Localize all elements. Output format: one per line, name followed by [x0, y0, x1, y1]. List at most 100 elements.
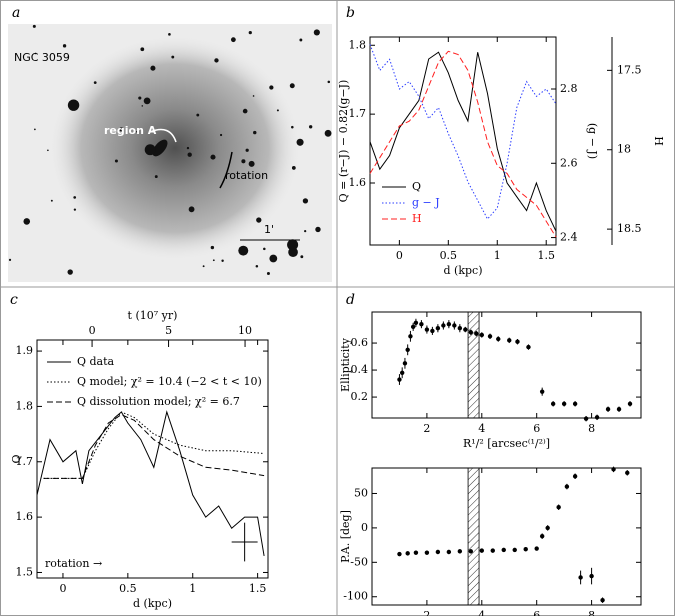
data-point — [627, 401, 633, 407]
x-tick-label: 1.5 — [249, 582, 267, 595]
legend-label: Q model; χ² = 10.4 (−2 < t < 10) — [77, 375, 262, 388]
star — [299, 38, 303, 42]
star — [212, 259, 215, 262]
region-contour — [149, 128, 177, 143]
data-point — [556, 505, 561, 510]
star — [253, 130, 257, 135]
star — [187, 152, 192, 157]
star — [210, 154, 216, 160]
data-point — [468, 549, 474, 554]
panel-label: a — [12, 5, 20, 21]
x2-axis-label: t (10⁷ yr) — [128, 309, 178, 322]
data-point — [526, 344, 531, 350]
star — [73, 208, 77, 211]
data-point — [594, 415, 600, 420]
y-tick-label: 0.6 — [351, 336, 369, 349]
y-tick-label: 1.7 — [349, 107, 367, 120]
x-tick-label: 8 — [588, 609, 595, 616]
star — [252, 95, 255, 97]
star — [186, 146, 190, 150]
data-point — [561, 401, 567, 407]
data-point — [578, 575, 583, 580]
galaxy-image: NGC 3059 region A rotation 1' — [8, 24, 332, 282]
star — [202, 265, 205, 268]
plot-frame — [371, 311, 642, 419]
series-line — [43, 411, 265, 479]
star — [32, 24, 36, 28]
x-tick-label: 6 — [533, 422, 540, 435]
data-point — [490, 548, 495, 553]
star — [73, 196, 77, 199]
data-point — [419, 321, 424, 327]
star — [327, 80, 331, 84]
y-axis-label: P.A. [deg] — [339, 510, 352, 563]
rotation-label: rotation — [225, 169, 268, 182]
star — [308, 125, 313, 129]
star — [67, 269, 73, 275]
data-point — [424, 550, 430, 555]
star — [114, 159, 118, 163]
star — [304, 229, 307, 233]
star — [50, 199, 53, 202]
x-tick-label: 0.5 — [119, 582, 137, 595]
x-tick-label: 1 — [189, 582, 196, 595]
data-point — [583, 416, 589, 421]
data-point — [625, 470, 630, 476]
data-point — [410, 324, 416, 330]
data-point — [413, 320, 419, 326]
y-tick-label: -100 — [343, 590, 368, 603]
data-point — [539, 533, 545, 539]
data-point — [550, 401, 556, 407]
y-tick-label: 1.9 — [16, 344, 34, 357]
star — [287, 239, 299, 251]
data-point — [605, 407, 611, 412]
star — [238, 245, 249, 256]
data-point — [446, 321, 452, 327]
plot-frame — [36, 339, 269, 579]
data-point — [589, 573, 594, 579]
data-point — [446, 549, 452, 555]
y3-axis-label: H — [652, 136, 665, 146]
x-axis-label: d (kpc) — [133, 597, 172, 610]
data-point — [539, 389, 545, 394]
x-tick-label: 0 — [396, 249, 403, 262]
y-tick-label: 0.4 — [351, 363, 369, 376]
data-point — [441, 323, 446, 328]
series-line — [43, 414, 265, 479]
x-tick-label: 2 — [423, 422, 430, 435]
star — [266, 271, 270, 275]
data-point — [572, 474, 578, 479]
star — [34, 52, 37, 55]
x-axis-label: R¹/² [arcsec⁽¹/²⁾] — [463, 437, 550, 450]
data-point — [487, 334, 493, 339]
y3-tick-label: 18 — [617, 143, 631, 156]
data-point — [405, 347, 410, 353]
star — [34, 128, 36, 131]
y-tick-label: 0 — [361, 521, 368, 534]
y-tick-label: 0.2 — [351, 390, 369, 403]
star — [171, 55, 175, 59]
legend-label: Q dissolution model; χ² = 6.7 — [77, 395, 240, 408]
star — [289, 83, 295, 89]
star — [188, 206, 195, 213]
star — [168, 33, 171, 36]
y3-tick-label: 17.5 — [617, 63, 642, 76]
y2-axis-label: (g − J) — [586, 123, 599, 159]
y-tick-label: 1.6 — [16, 510, 34, 523]
data-point — [457, 549, 463, 554]
data-point — [397, 551, 402, 557]
data-point — [435, 549, 441, 555]
galaxy — [50, 36, 300, 260]
data-point — [474, 331, 479, 336]
star — [300, 255, 304, 259]
star — [291, 166, 296, 170]
star — [119, 127, 124, 132]
legend-label: g − J — [412, 196, 440, 209]
star — [62, 44, 67, 48]
y-tick-label: 1.7 — [16, 455, 34, 468]
data-point — [572, 401, 578, 407]
data-point — [479, 548, 484, 553]
legend-label: H — [412, 212, 422, 225]
data-point — [515, 339, 520, 344]
